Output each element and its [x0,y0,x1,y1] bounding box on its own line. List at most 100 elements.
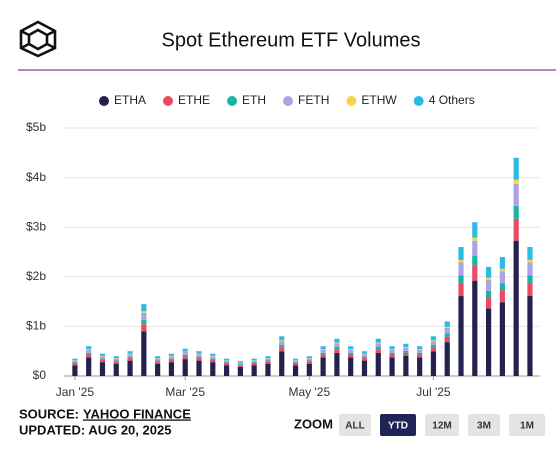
bar-segment [458,247,463,260]
bar-segment [141,331,146,376]
bar-segment [376,347,381,349]
bar-segment [403,348,408,351]
bar-segment [293,359,298,361]
bar-segment [403,351,408,353]
bar-segment [265,356,270,358]
bar-segment [389,355,394,358]
bar-segment [417,350,422,353]
bar-segment [224,361,229,363]
legend-marker [414,96,424,106]
bar-segment [472,222,477,237]
bar-segment [514,241,519,376]
bar-segment [155,356,160,358]
bar-segment [293,364,298,366]
bar-segment [86,358,91,376]
bar-segment [196,357,201,358]
bar-segment [210,360,215,362]
bar-segment [169,362,174,376]
bar-segment [141,311,146,312]
bar-segment [169,359,174,360]
bar-segment [72,359,77,361]
zoom-button-label[interactable]: 1M [520,421,534,432]
zoom-button-label[interactable]: 3M [477,421,491,432]
y-tick-label: $2b [26,269,46,283]
bar-segment [238,361,243,362]
bar-segment [114,359,119,361]
bar-segment [169,356,174,358]
bar-segment [196,361,201,376]
bar-segment [265,364,270,376]
bar-segment [279,336,284,340]
zoom-button-label[interactable]: YTD [388,421,408,432]
bar-segment [224,364,229,366]
bar-segment [514,184,519,206]
bar-segment [486,291,491,298]
bar-segment [210,362,215,376]
bar-segment [238,367,243,376]
bar-segment [403,344,408,347]
bar-segment [472,238,477,241]
bar-segment [127,351,132,353]
bar-segment [86,346,91,349]
bar-segment [210,356,215,358]
bar-segment [500,257,505,269]
bar-segment [431,347,436,351]
legend-marker [283,96,293,106]
bar-segment [321,346,326,349]
bar-segment [238,365,243,366]
legend-label: ETHE [178,93,210,107]
bar-segment [183,355,188,357]
bar-segment [514,206,519,219]
bar-segment [321,358,326,376]
bar-segment [224,362,229,363]
source-name[interactable]: YAHOO FINANCE [83,406,191,421]
bar-segment [307,359,312,361]
bar-segment [376,349,381,353]
bar-segment [100,362,105,376]
bar-segment [527,260,532,263]
bar-segment [293,365,298,376]
zoom-button-label[interactable]: 12M [432,421,451,432]
bar-segment [417,355,422,358]
bar-segment [321,355,326,358]
bar-segment [155,362,160,364]
y-tick-label: $5b [26,120,46,134]
bar-segment [307,362,312,364]
bar-segment [445,328,450,333]
bar-segment [265,362,270,364]
legend-label: ETHW [361,93,397,107]
bar-segment [500,302,505,376]
bar-segment [252,359,257,361]
bar-segment [348,346,353,349]
bar-segment [279,345,284,347]
x-tick-label: May '25 [288,385,330,399]
legend-marker [227,96,237,106]
x-tick-label: Jul '25 [416,385,451,399]
bar-segment [86,353,91,355]
bar-segment [486,297,491,308]
legend-label: ETHA [114,93,146,107]
bar-segment [472,241,477,256]
bar-segment [376,353,381,376]
zoom-button-label[interactable]: ALL [345,421,364,432]
bar-segment [279,340,284,341]
bar-segment [527,263,532,276]
bar-segment [445,342,450,376]
bar-segment [348,353,353,355]
legend-label: ETH [242,93,266,107]
x-tick-label: Jan '25 [56,385,95,399]
bar-segment [417,353,422,355]
bar-segment [196,358,201,360]
bar-segment [196,354,201,356]
bar-segment [293,362,298,363]
bar-segment [376,343,381,347]
bar-segment [127,354,132,356]
bar-segment [376,343,381,344]
bar-segment [445,327,450,328]
bar-segment [458,275,463,283]
bar-segment [514,219,519,241]
bar-segment [376,339,381,343]
bar-segment [389,353,394,355]
y-tick-label: $1b [26,319,46,333]
